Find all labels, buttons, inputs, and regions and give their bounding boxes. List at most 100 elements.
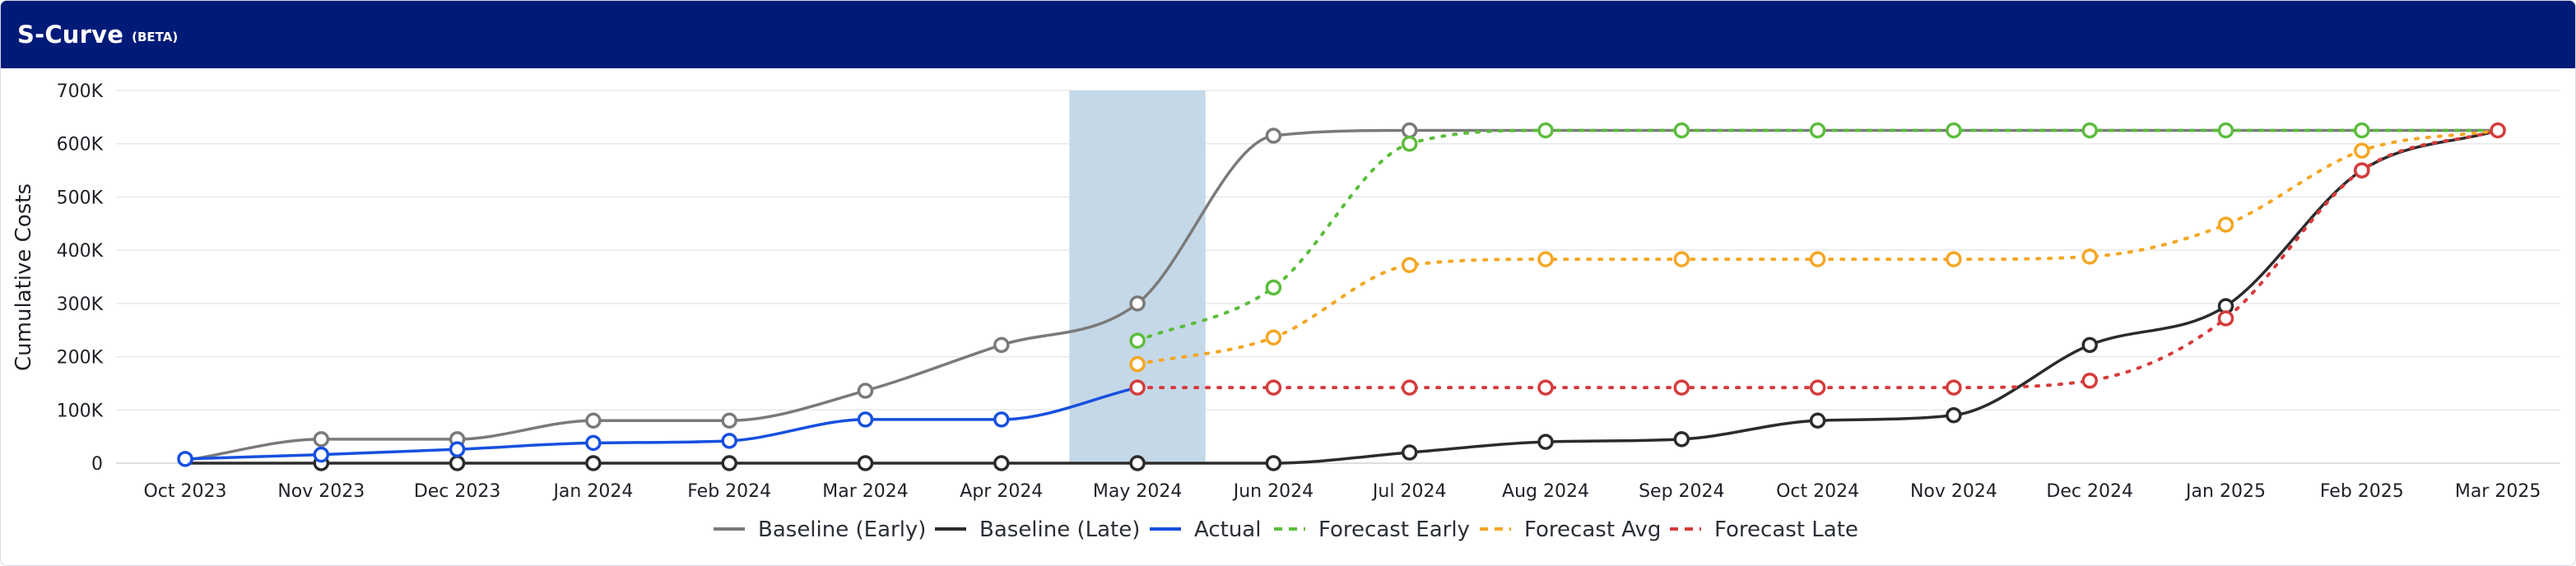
legend-item-forecast-late[interactable]: Forecast Late xyxy=(1670,517,1858,542)
forecast-late-point xyxy=(2081,372,2098,389)
y-tick-label: 200K xyxy=(57,348,104,369)
series-layer xyxy=(184,128,2500,465)
forecast-late-point xyxy=(1946,379,1962,396)
baseline-early-point xyxy=(1265,128,1282,144)
x-tick-label: Dec 2024 xyxy=(2046,481,2133,502)
y-tick-label: 400K xyxy=(57,241,104,262)
y-tick-label: 0 xyxy=(91,454,103,475)
forecast-early-point xyxy=(1129,332,1146,349)
baseline-early-point xyxy=(857,383,874,399)
x-tick-label: Nov 2023 xyxy=(277,481,365,502)
forecast-avg-point xyxy=(1809,251,1826,267)
s-curve-chart: 0 100K 200K 300K 400K 500K 600K 700K Oct 2023 Nov… xyxy=(12,81,2560,542)
x-tick-label: Feb 2024 xyxy=(687,481,771,502)
baseline-late-point xyxy=(1809,412,1826,429)
forecast-late-point xyxy=(2490,122,2506,139)
baseline-late-point xyxy=(1946,407,1962,424)
forecast-avg-point xyxy=(1537,251,1554,267)
baseline-late-point xyxy=(993,455,1010,471)
y-tick-label: 500K xyxy=(57,188,104,208)
forecast-avg-point xyxy=(1946,251,1962,267)
baseline-late-point xyxy=(1401,444,1418,461)
legend-label: Forecast Avg xyxy=(1524,517,1661,542)
current-period-highlight xyxy=(1069,90,1206,463)
baseline-early-point xyxy=(721,412,737,429)
baseline-late-point xyxy=(1537,434,1554,450)
forecast-early-point xyxy=(1537,122,1554,139)
baseline-early-point xyxy=(1401,122,1418,139)
forecast-early-point xyxy=(1673,122,1690,139)
forecast-late-point xyxy=(1809,379,1826,396)
card-title: S-Curve xyxy=(17,21,124,49)
y-tick-label: 600K xyxy=(57,135,104,155)
baseline-late-point xyxy=(721,455,737,471)
forecast-early-point xyxy=(2354,122,2370,139)
y-axis-label: Cumulative Costs xyxy=(12,183,36,371)
x-tick-label: Aug 2024 xyxy=(1502,481,1589,502)
x-tick-label: Nov 2024 xyxy=(1910,481,1997,502)
forecast-late-point xyxy=(2217,310,2234,327)
forecast-avg-point xyxy=(2081,248,2098,265)
y-tick-label: 700K xyxy=(57,81,104,102)
x-tick-label: Jan 2025 xyxy=(2184,481,2266,502)
legend-item-baseline-late[interactable]: Baseline (Late) xyxy=(935,517,1140,542)
forecast-early-point xyxy=(1809,122,1826,139)
legend-item-baseline-early[interactable]: Baseline (Early) xyxy=(714,517,926,542)
forecast-avg-point xyxy=(1401,257,1418,274)
baseline-late-point xyxy=(857,455,874,471)
forecast-late-point xyxy=(1537,379,1554,396)
legend-label: Forecast Early xyxy=(1318,517,1470,542)
y-tick-label: 300K xyxy=(57,295,104,315)
baseline-late-point xyxy=(1265,455,1282,471)
forecast-early-point xyxy=(1946,122,1962,139)
actual-point xyxy=(857,411,874,428)
actual-point xyxy=(313,446,330,463)
baseline-early-point xyxy=(585,412,602,429)
actual-point xyxy=(993,411,1010,428)
x-tick-label: Mar 2025 xyxy=(2455,481,2541,502)
legend[interactable]: Baseline (Early) Baseline (Late) Actual For… xyxy=(714,517,1858,542)
highlight-layer xyxy=(1069,90,1206,463)
x-tick-label: May 2024 xyxy=(1093,481,1182,502)
legend-item-forecast-early[interactable]: Forecast Early xyxy=(1274,517,1470,542)
actual-point xyxy=(585,434,602,452)
x-tick-label: Mar 2024 xyxy=(822,481,909,502)
baseline-late-point xyxy=(449,455,466,471)
forecast-early-line xyxy=(1136,128,2500,343)
forecast-late-point xyxy=(1673,379,1690,396)
legend-label: Baseline (Late) xyxy=(979,517,1140,542)
actual-line xyxy=(184,386,1139,461)
forecast-early-point xyxy=(2217,122,2234,139)
x-tick-label: Jun 2024 xyxy=(1232,481,1314,502)
forecast-avg-point xyxy=(2217,216,2234,233)
baseline-early-point xyxy=(313,431,330,448)
baseline-late-point xyxy=(2081,336,2098,354)
baseline-late-point xyxy=(1673,431,1690,448)
x-tick-label: Feb 2025 xyxy=(2320,481,2404,502)
y-tick-label: 100K xyxy=(57,401,104,421)
baseline-late-point xyxy=(1129,455,1146,471)
forecast-early-point xyxy=(1401,135,1418,152)
forecast-early-point xyxy=(2081,122,2098,139)
forecast-avg-line xyxy=(1136,128,2500,366)
axis-layer: 0 100K 200K 300K 400K 500K 600K 700K Oct 2023 Nov… xyxy=(57,81,2541,502)
forecast-avg-point xyxy=(1265,329,1282,346)
forecast-avg-point xyxy=(1129,355,1146,373)
baseline-late-point xyxy=(585,455,602,471)
marker-layer xyxy=(177,122,2506,471)
baseline-early-point xyxy=(993,336,1010,354)
legend-label: Forecast Late xyxy=(1714,517,1858,542)
actual-point xyxy=(721,433,737,449)
forecast-avg-point xyxy=(1673,251,1690,267)
legend-item-forecast-avg[interactable]: Forecast Avg xyxy=(1480,517,1661,542)
forecast-late-point xyxy=(1401,379,1418,396)
legend-item-actual[interactable]: Actual xyxy=(1150,517,1261,542)
forecast-avg-point xyxy=(2354,142,2370,159)
x-tick-label: Apr 2024 xyxy=(960,481,1043,502)
x-tick-label: Sep 2024 xyxy=(1639,481,1724,502)
legend-label: Baseline (Early) xyxy=(758,517,926,542)
x-tick-label: Dec 2023 xyxy=(414,481,501,502)
legend-label: Actual xyxy=(1194,517,1261,542)
beta-badge: (BETA) xyxy=(132,30,179,44)
